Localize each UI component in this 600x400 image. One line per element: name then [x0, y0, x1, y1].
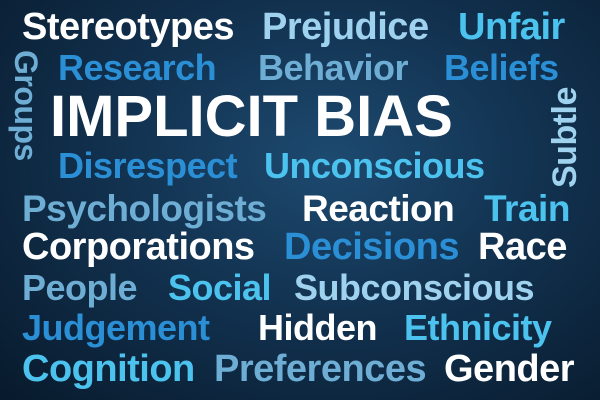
word-groups: Groups — [8, 50, 44, 161]
word-race: Race — [478, 226, 567, 268]
word-unfair: Unfair — [458, 6, 565, 48]
word-gender: Gender — [444, 348, 575, 390]
word-subtle: Subtle — [546, 87, 584, 188]
word-disrespect: Disrespect — [58, 145, 238, 186]
word-implicit-bias: IMPLICIT BIAS — [50, 84, 453, 149]
word-unconscious: Unconscious — [264, 145, 485, 186]
word-hidden: Hidden — [258, 307, 378, 348]
word-train: Train — [484, 188, 570, 229]
word-people: People — [22, 267, 138, 308]
word-subconscious: Subconscious — [294, 267, 535, 308]
word-social: Social — [168, 267, 272, 308]
word-ethnicity: Ethnicity — [404, 307, 552, 348]
word-corporations: Corporations — [22, 226, 255, 268]
word-cognition: Cognition — [22, 348, 195, 390]
word-preferences: Preferences — [214, 348, 427, 390]
word-prejudice: Prejudice — [262, 6, 429, 48]
word-beliefs: Beliefs — [444, 47, 559, 88]
word-stereotypes: Stereotypes — [22, 6, 235, 48]
word-decisions: Decisions — [284, 226, 460, 268]
word-reaction: Reaction — [302, 188, 455, 229]
word-psychologists: Psychologists — [22, 188, 267, 229]
word-judgement: Judgement — [22, 307, 210, 348]
word-research: Research — [58, 47, 217, 88]
word-behavior: Behavior — [258, 47, 409, 88]
